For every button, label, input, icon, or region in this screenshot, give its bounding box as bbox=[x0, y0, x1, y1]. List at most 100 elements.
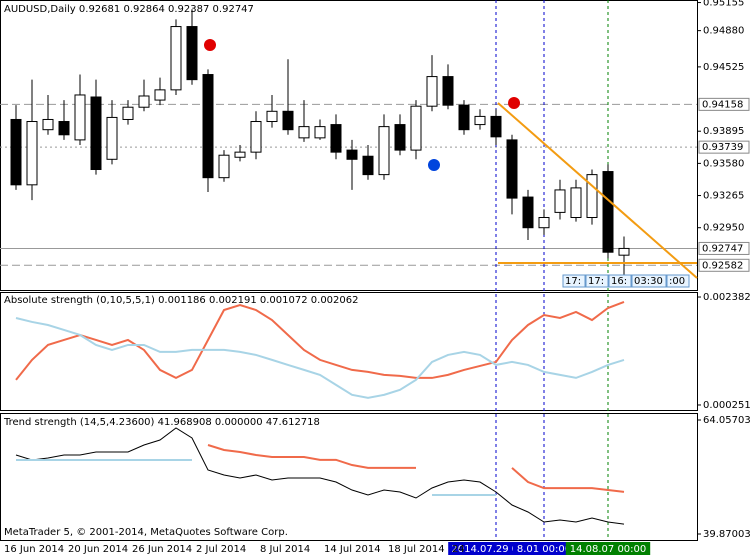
indicator-line bbox=[16, 459, 496, 497]
level-box bbox=[698, 241, 750, 255]
y-tick-label: 0.94525 bbox=[703, 62, 744, 73]
time-box bbox=[666, 274, 690, 288]
x-tick-label: 24 bbox=[452, 544, 465, 555]
v-label-box bbox=[565, 542, 651, 555]
indicator-line bbox=[15, 301, 625, 381]
signal-dot bbox=[508, 97, 520, 109]
indicator-line bbox=[207, 444, 625, 493]
candle-body bbox=[106, 116, 118, 160]
signal-dot bbox=[204, 39, 216, 51]
ohlc: 0.92681 bbox=[79, 4, 120, 15]
x-tick-label: 20 Jun 2014 bbox=[68, 544, 128, 555]
symbol: AUDUSD,Daily bbox=[4, 4, 76, 15]
x-tick-label: 16 Jun 2014 bbox=[4, 544, 64, 555]
v-label: 14.08.07 00:00 bbox=[570, 544, 647, 555]
time-box bbox=[562, 274, 586, 288]
level-box bbox=[698, 258, 750, 272]
candle-body bbox=[10, 118, 22, 186]
time-label: :00 bbox=[669, 276, 685, 287]
time-label: 17: bbox=[588, 276, 604, 287]
candle-body bbox=[314, 126, 326, 139]
x-tick-label: 2 Jul 2014 bbox=[196, 544, 246, 555]
level-label: 0.92747 bbox=[702, 243, 743, 254]
candle-body bbox=[442, 76, 454, 106]
candle-body bbox=[346, 149, 358, 160]
time-box bbox=[585, 274, 609, 288]
candle-body bbox=[394, 124, 406, 151]
y-tick-label: 0.002382 bbox=[703, 292, 750, 303]
x-tick-label: 14 Jul 2014 bbox=[324, 544, 381, 555]
main-pane bbox=[0, 0, 698, 291]
x-tick-label: 26 Jun 2014 bbox=[132, 544, 192, 555]
candle-body bbox=[330, 124, 342, 153]
y-tick-label: 0.000251 bbox=[703, 400, 750, 411]
candle-body bbox=[58, 121, 70, 136]
candle-body bbox=[282, 110, 294, 131]
y-tick-label: 0.93580 bbox=[703, 158, 744, 169]
candle-body bbox=[298, 126, 310, 139]
trend-pane bbox=[0, 413, 698, 541]
main-header: AUDUSD,Daily 0.92681 0.92864 0.92387 0.9… bbox=[4, 4, 254, 15]
candle-body bbox=[426, 76, 438, 107]
v-label: 8.01 00:00 bbox=[517, 544, 571, 555]
candle-body bbox=[202, 74, 214, 179]
y-tick-label: 0.92950 bbox=[703, 223, 744, 234]
y-tick-label: 0.93265 bbox=[703, 191, 744, 202]
candle-body bbox=[90, 96, 102, 171]
candle-body bbox=[522, 196, 534, 229]
candle-body bbox=[138, 95, 150, 108]
indicator-line bbox=[15, 427, 625, 525]
y-tick-label: 64.057036 bbox=[703, 415, 750, 426]
candle-body bbox=[490, 115, 502, 138]
v-label-box bbox=[513, 542, 575, 555]
y-tick-label: 0.93895 bbox=[703, 126, 744, 137]
value: 0.002062 bbox=[311, 295, 359, 306]
indicator-line bbox=[15, 317, 625, 399]
ohlc: 0.92864 bbox=[123, 4, 164, 15]
candle-body bbox=[378, 126, 390, 176]
candle-body bbox=[570, 187, 582, 219]
candle-body bbox=[250, 121, 262, 153]
value: 0.001072 bbox=[260, 295, 308, 306]
abs-header: Absolute strength (0,10,5,5,1) 0.001186 … bbox=[4, 295, 359, 306]
candle-body bbox=[618, 247, 630, 256]
y-tick-label: 0.94880 bbox=[703, 26, 744, 37]
candle-body bbox=[362, 155, 374, 176]
trend-line bbox=[497, 102, 698, 279]
candle-body bbox=[554, 189, 566, 213]
trend-header: Trend strength (14,5,4.23600) 41.968908 … bbox=[3, 417, 320, 428]
ohlc: 0.92747 bbox=[213, 4, 254, 15]
x-tick-label: 18 Jul 2014 bbox=[388, 544, 445, 555]
x-tick-label: 8 Jul 2014 bbox=[260, 544, 310, 555]
level-label: 0.94158 bbox=[702, 99, 743, 110]
time-label: 16: bbox=[611, 276, 627, 287]
time-box bbox=[631, 274, 667, 288]
signal-dot bbox=[428, 159, 440, 171]
candle-body bbox=[218, 154, 230, 179]
candle-body bbox=[234, 151, 246, 158]
footer: MetaTrader 5, © 2001-2014, MetaQuotes So… bbox=[4, 527, 288, 538]
time-label: 03:30 bbox=[634, 276, 663, 287]
level-box bbox=[698, 140, 750, 154]
time-box bbox=[608, 274, 632, 288]
candle-body bbox=[170, 26, 182, 91]
candle-body bbox=[538, 217, 550, 229]
candle-body bbox=[602, 171, 614, 253]
level-label: 0.93739 bbox=[702, 142, 743, 153]
time-label: 17: bbox=[565, 276, 581, 287]
ohlc: 0.92387 bbox=[168, 4, 209, 15]
candle-body bbox=[410, 105, 422, 151]
candle-body bbox=[506, 139, 518, 199]
y-tick-label: 0.95155 bbox=[703, 0, 744, 9]
candle-body bbox=[26, 121, 38, 186]
candle-body bbox=[154, 89, 166, 101]
title: Absolute strength (0,10,5,5,1) bbox=[4, 295, 155, 306]
candle-body bbox=[266, 110, 278, 123]
candle-body bbox=[186, 26, 198, 81]
candle-body bbox=[586, 174, 598, 218]
title: Trend strength (14,5,4.23600) bbox=[3, 417, 155, 428]
abs-pane bbox=[0, 292, 698, 411]
value: 0.001186 bbox=[158, 295, 206, 306]
candle-body bbox=[458, 104, 470, 131]
